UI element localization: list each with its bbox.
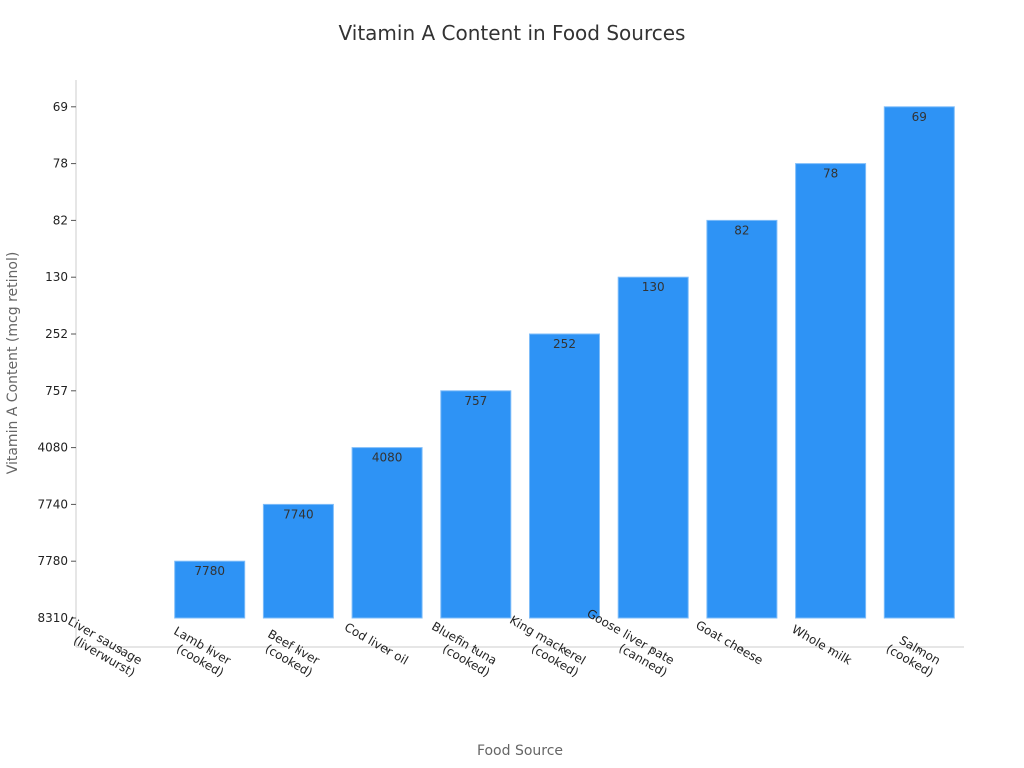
bar (795, 163, 867, 619)
bar (440, 390, 512, 619)
x-tick-label: King mackerel(cooked) (500, 613, 588, 680)
y-tick-label: 82 (53, 213, 68, 227)
x-tick-label: Beef liver(cooked) (258, 627, 322, 680)
x-tick-label: Cod liver oil (342, 620, 411, 668)
y-axis-title: Vitamin A Content (mcg retinol) (5, 252, 21, 475)
bar-value-label: 7780 (194, 564, 225, 578)
bar (529, 333, 600, 619)
bars: 7780 7740 4080 757 252 130 82 78 69 (174, 106, 955, 619)
y-tick-label: 69 (53, 100, 68, 114)
y-tick-label: 78 (53, 157, 68, 171)
x-tick-label: Lamb liver(cooked) (164, 624, 233, 680)
x-axis-title: Food Source (477, 743, 563, 759)
bar (174, 560, 246, 619)
bar-value-label: 4080 (372, 451, 403, 465)
bar (351, 447, 423, 619)
bar-value-label: 7740 (283, 507, 314, 521)
bar (617, 276, 689, 619)
x-tick-label: Bluefin tuna(cooked) (422, 619, 499, 680)
y-tick-label: 4080 (37, 441, 68, 455)
bar-value-label: 82 (734, 223, 749, 237)
x-tick-label: Whole milk (789, 622, 854, 667)
bar (706, 219, 778, 619)
bar-value-label: 130 (642, 280, 665, 294)
y-tick-label: 757 (45, 384, 68, 398)
y-tick-label: 130 (45, 270, 68, 284)
y-tick-label: 7780 (37, 554, 68, 568)
bar (883, 106, 955, 619)
bar-value-label: 252 (553, 337, 576, 351)
y-axis-ticks: 8310 7780 7740 4080 757 252 130 82 78 69 (37, 100, 76, 625)
x-tick-label: Goat cheese (693, 618, 765, 668)
y-tick-label: 252 (45, 327, 68, 341)
bar-value-label: 757 (464, 394, 487, 408)
y-tick-label: 8310 (37, 611, 68, 625)
bar (262, 503, 334, 619)
bar-value-label: 78 (823, 167, 838, 181)
y-tick-label: 7740 (37, 497, 68, 511)
bar-value-label: 69 (912, 110, 927, 124)
chart-title: Vitamin A Content in Food Sources (339, 21, 686, 45)
x-tick-label: Salmon(cooked) (884, 629, 943, 679)
